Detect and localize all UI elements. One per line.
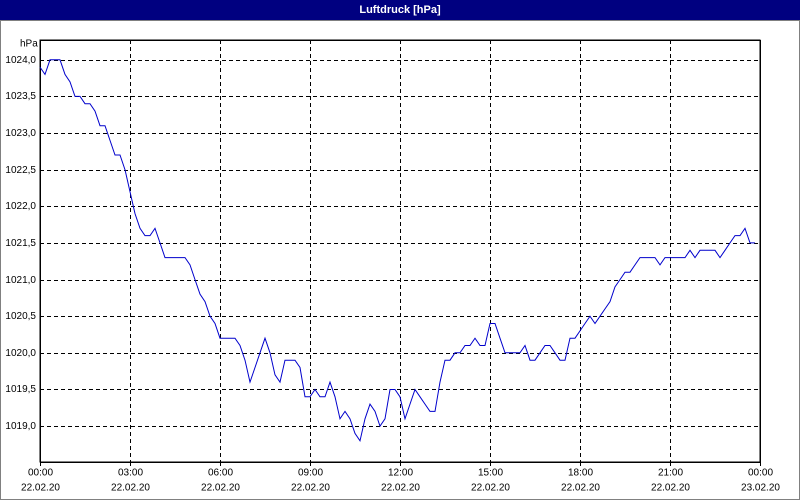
y-tick-label: 1022,0 (5, 201, 36, 212)
y-tick-label: 1019,0 (5, 421, 36, 432)
x-tick-date: 22.02.20 (471, 483, 510, 494)
x-tick-date: 22.02.20 (201, 483, 240, 494)
y-tick-label: 1024,0 (5, 55, 36, 66)
y-tick-label: 1019,5 (5, 384, 36, 395)
y-tick-label: 1021,0 (5, 275, 36, 286)
y-tick-label: 1023,5 (5, 91, 36, 102)
y-tick-label: 1023,0 (5, 128, 36, 139)
plot-border (40, 40, 761, 463)
title-bar (0, 0, 800, 20)
x-tick-label: 18:00 (568, 468, 593, 479)
x-tick-label: 09:00 (298, 468, 323, 479)
x-tick-date: 22.02.20 (21, 483, 60, 494)
x-tick-date: 22.02.20 (561, 483, 600, 494)
x-tick-label: 00:00 (748, 468, 773, 479)
x-tick-label: 06:00 (208, 468, 233, 479)
x-tick-date: 23.02.20 (741, 483, 780, 494)
x-tick-label: 15:00 (478, 468, 503, 479)
x-tick-date: 22.02.20 (111, 483, 150, 494)
x-tick-label: 12:00 (388, 468, 413, 479)
x-tick-label: 03:00 (118, 468, 143, 479)
chart-title: Luftdruck [hPa] (359, 4, 441, 16)
x-tick-label: 21:00 (658, 468, 683, 479)
x-tick-label: 00:00 (28, 468, 53, 479)
y-tick-label: 1022,5 (5, 165, 36, 176)
x-tick-date: 22.02.20 (381, 483, 420, 494)
data-line (39, 59, 755, 443)
x-tick-date: 22.02.20 (291, 483, 330, 494)
y-axis-label: hPa (20, 39, 38, 50)
x-tick-date: 22.02.20 (651, 483, 690, 494)
y-tick-label: 1020,5 (5, 311, 36, 322)
y-tick-label: 1021,5 (5, 238, 36, 249)
y-tick-label: 1020,0 (5, 348, 36, 359)
